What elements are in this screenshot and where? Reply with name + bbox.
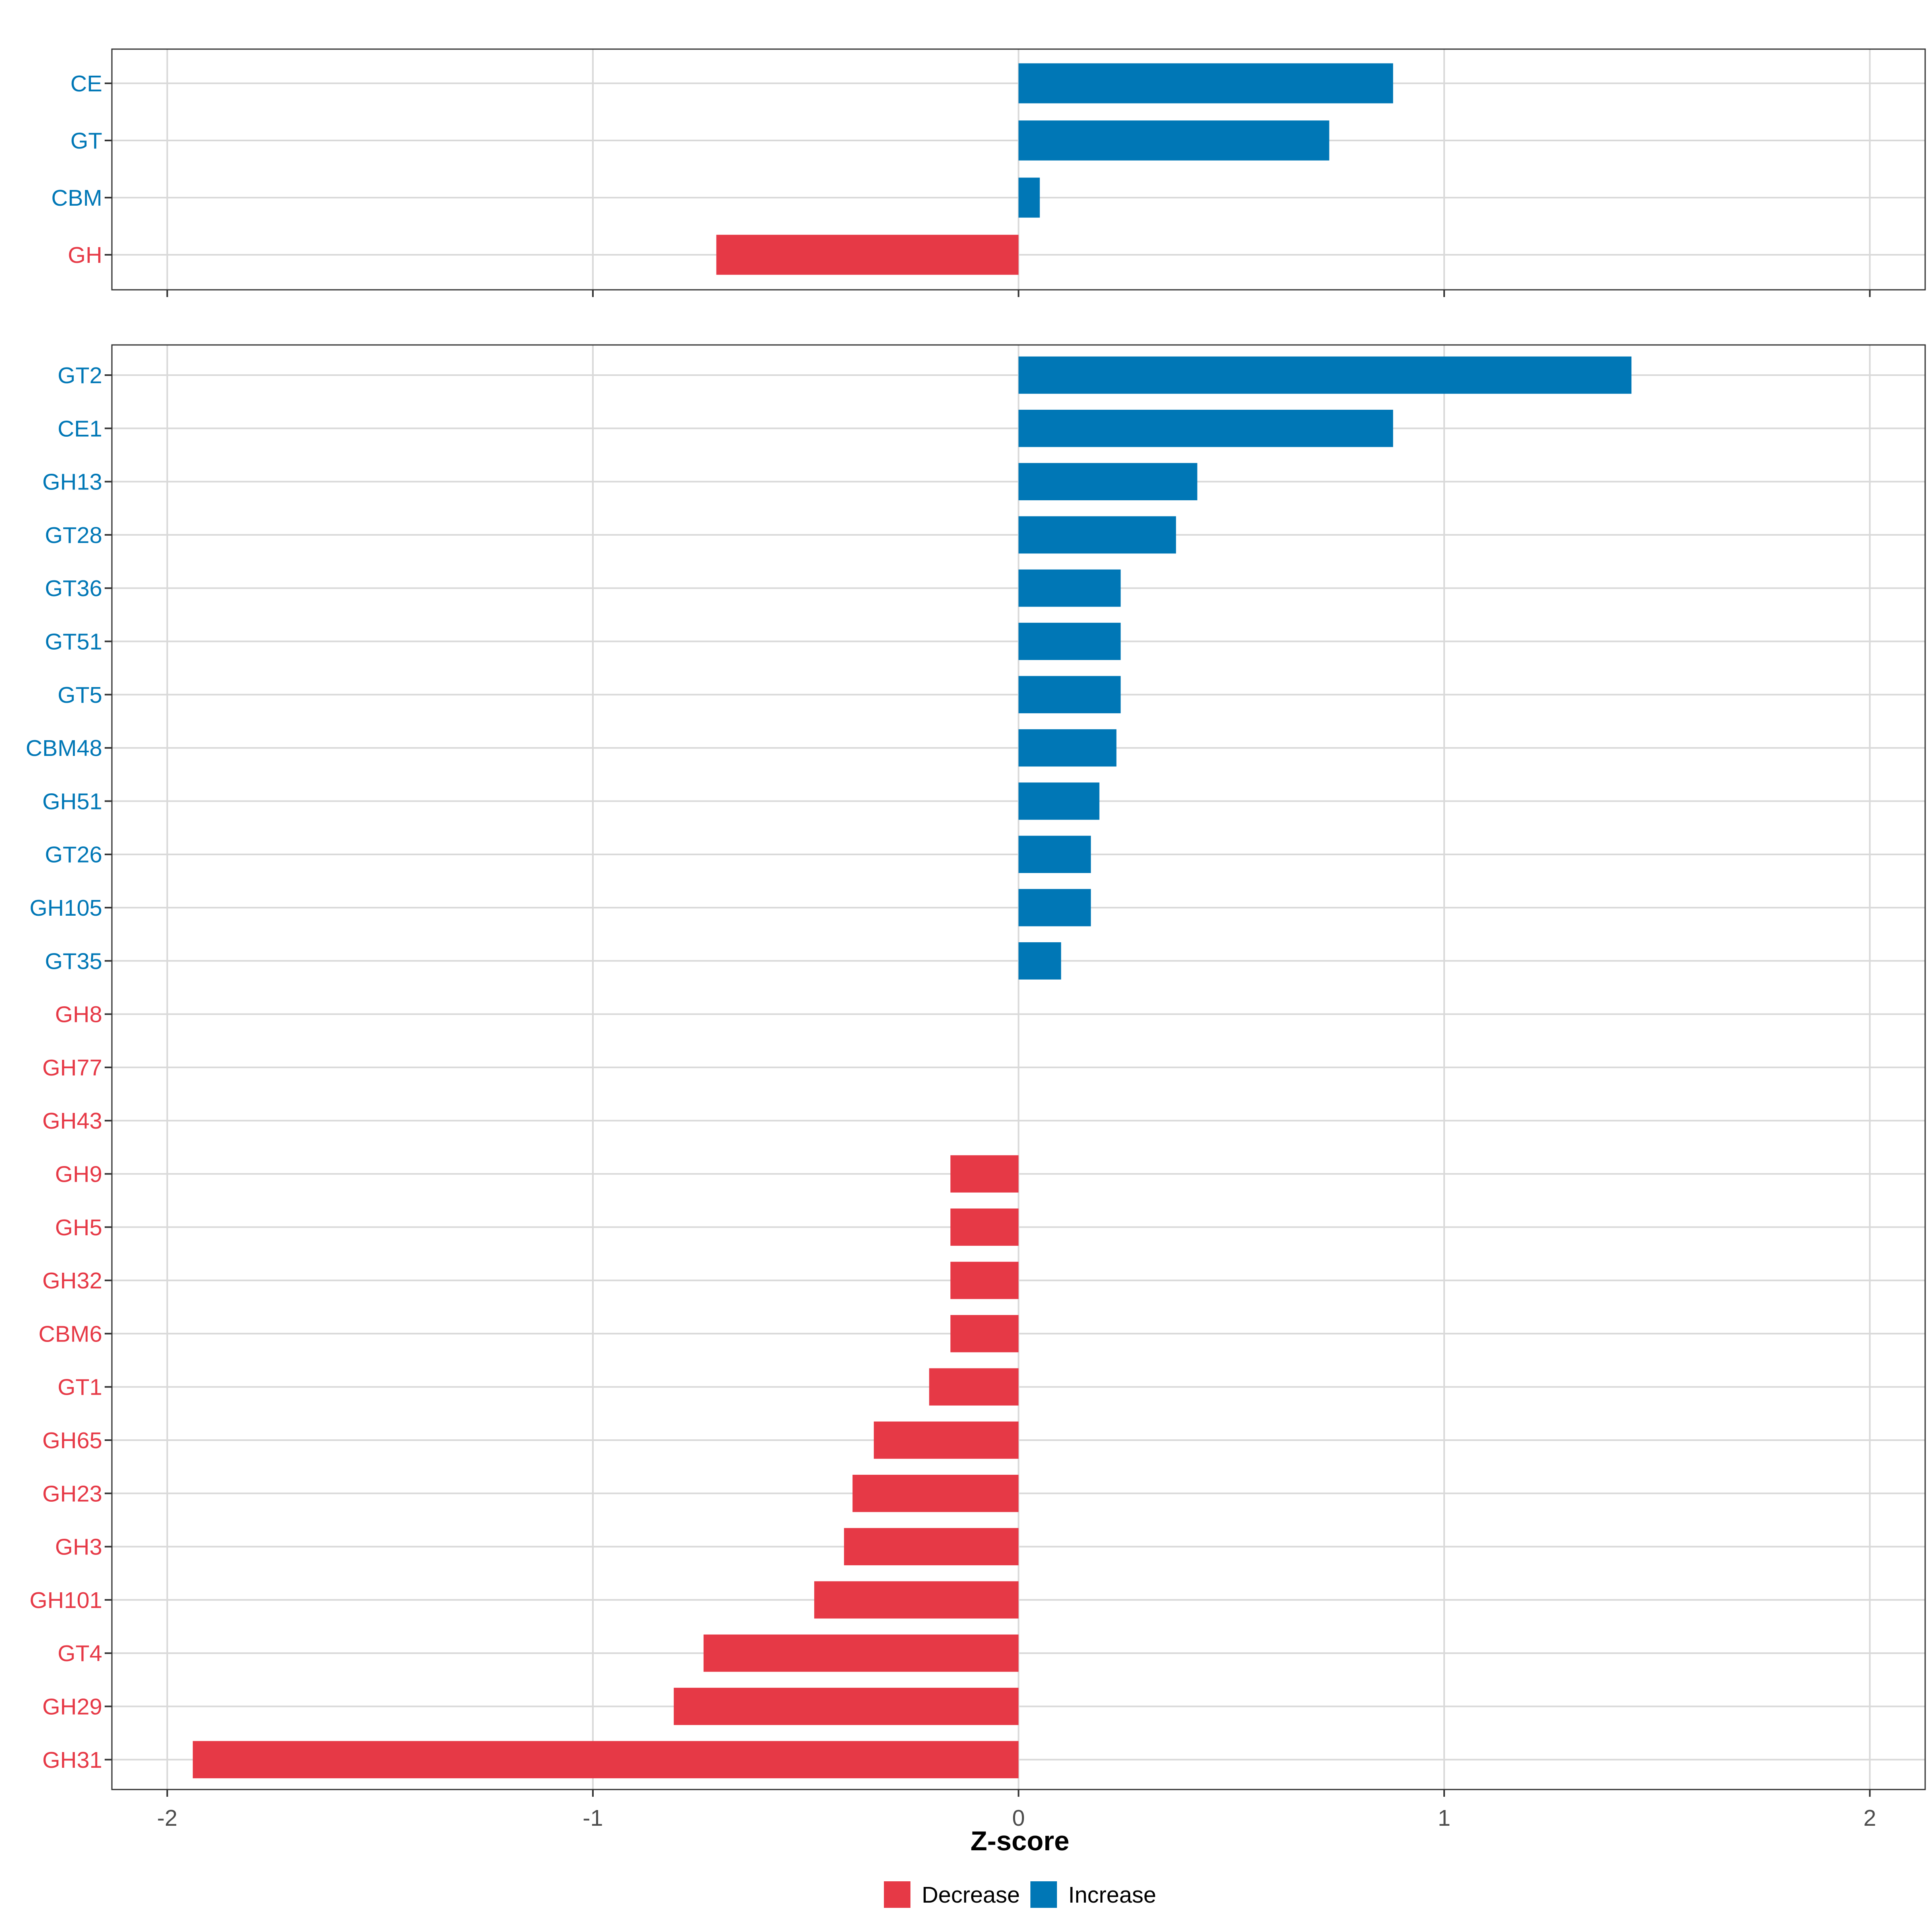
category-label-gt: GT [70, 128, 102, 154]
bar-ce [1018, 63, 1393, 103]
bar-gh32 [950, 1261, 1019, 1299]
bar-gt35 [1018, 942, 1061, 980]
bar-gt5 [1018, 676, 1121, 714]
category-label-gh8: GH8 [55, 1002, 102, 1028]
category-label-gt1: GT1 [58, 1375, 102, 1400]
bar-gt1 [929, 1368, 1019, 1406]
x-tick-label: 1 [1438, 1805, 1451, 1831]
x-axis: -2 -1 0 1 2 [157, 1805, 1876, 1831]
x-axis-title: Z-score [970, 1826, 1069, 1856]
bar-cbm48 [1018, 729, 1117, 767]
panel-border [111, 48, 1926, 291]
category-label-gh51: GH51 [42, 788, 102, 814]
panel-family-level: GT2 CE1 GH13 GT28 GT36 GT51 GT5 CBM48 GH51 GT26 GH… [26, 344, 1926, 1797]
panel-class-level: CE GT CBM GH [51, 48, 1926, 297]
category-label-gh23: GH23 [42, 1481, 102, 1507]
category-label-gh31: GH31 [42, 1747, 102, 1773]
category-label-gt36: GT36 [45, 576, 102, 601]
bar-gh5 [950, 1208, 1019, 1246]
legend-swatch-increase [1030, 1881, 1057, 1908]
legend-label-decrease: Decrease [922, 1882, 1020, 1908]
category-label-gh32: GH32 [42, 1268, 102, 1294]
x-tick-label: -2 [157, 1805, 178, 1831]
bar-gt4 [703, 1634, 1019, 1672]
legend: Decrease Increase [884, 1881, 1156, 1908]
bar-gh105 [1018, 889, 1091, 927]
category-label-cbm: CBM [51, 185, 102, 211]
category-label-gh3: GH3 [55, 1534, 102, 1560]
bar-gh29 [673, 1688, 1019, 1725]
category-label-gh105: GH105 [29, 895, 102, 921]
category-label-ce: CE [70, 71, 102, 97]
bar-gt28 [1018, 516, 1176, 554]
x-tick-label: 0 [1012, 1805, 1025, 1831]
bar-cbm [1018, 178, 1040, 218]
bar-gt51 [1018, 623, 1121, 660]
category-label-gt51: GT51 [45, 629, 102, 655]
bar-gh13 [1018, 463, 1197, 500]
category-label-gh29: GH29 [42, 1694, 102, 1720]
category-label-gh9: GH9 [55, 1162, 102, 1187]
bar-gh3 [844, 1528, 1019, 1565]
category-label-cbm48: CBM48 [26, 735, 102, 761]
bar-gt26 [1018, 836, 1091, 873]
x-tick-label: 2 [1864, 1805, 1876, 1831]
bar-gh31 [192, 1741, 1019, 1779]
panels-layer: CEGTCBMGHGT2CE1GH13GT28GT36GT51GT5CBM48G… [26, 48, 1926, 1797]
category-label-gt2: GT2 [58, 363, 102, 388]
category-label-gh77: GH77 [42, 1055, 102, 1081]
category-label-gh5: GH5 [55, 1215, 102, 1241]
category-label-gh101: GH101 [29, 1587, 102, 1613]
bar-gt [1018, 120, 1329, 161]
legend-label-increase: Increase [1068, 1882, 1156, 1908]
category-label-gt4: GT4 [58, 1641, 102, 1666]
category-label-gt5: GT5 [58, 682, 102, 708]
category-label-gt28: GT28 [45, 522, 102, 548]
bar-gt36 [1018, 569, 1121, 607]
bar-gh [716, 235, 1019, 275]
bar-gh101 [814, 1581, 1019, 1619]
bar-gh65 [873, 1421, 1019, 1459]
bar-ce1 [1018, 409, 1393, 447]
bar-cbm6 [950, 1315, 1019, 1352]
legend-swatch-decrease [884, 1881, 910, 1908]
bar-gt2 [1018, 356, 1632, 394]
bar-gh9 [950, 1155, 1019, 1193]
category-label-gh13: GH13 [42, 469, 102, 495]
category-label-gt35: GT35 [45, 948, 102, 974]
category-label-gt26: GT26 [45, 842, 102, 868]
category-label-cbm6: CBM6 [39, 1321, 102, 1347]
panel-border [111, 344, 1926, 1790]
category-label-ce1: CE1 [58, 416, 102, 442]
bar-gh51 [1018, 782, 1100, 820]
category-label-gh65: GH65 [42, 1428, 102, 1453]
category-label-gh: GH [68, 242, 103, 268]
category-label-gh43: GH43 [42, 1108, 102, 1134]
x-tick-label: -1 [583, 1805, 603, 1831]
bar-gh23 [852, 1474, 1019, 1512]
